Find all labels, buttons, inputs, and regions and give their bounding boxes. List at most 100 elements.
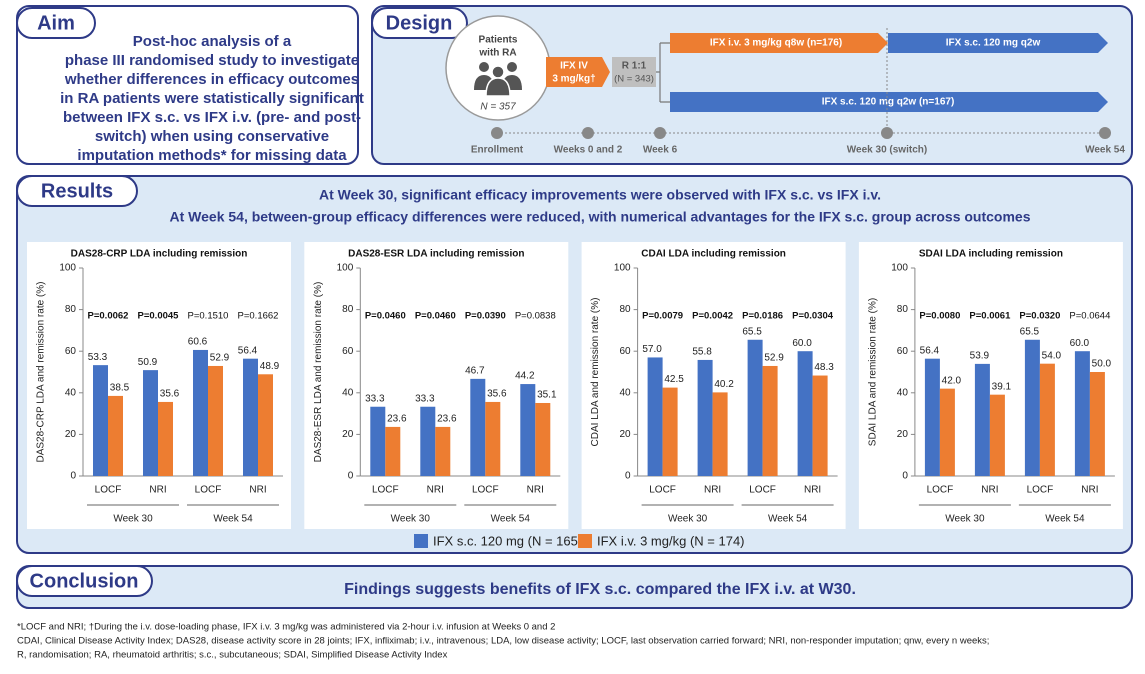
y-tick-label: 40 — [619, 387, 631, 398]
y-tick-label: 100 — [59, 263, 76, 274]
timeline-label: Weeks 0 and 2 — [554, 145, 623, 156]
charts: DAS28-CRP LDA including remission DAS28-C… — [27, 242, 1123, 529]
p-value: P=0.0460 — [365, 311, 406, 322]
bar — [93, 365, 108, 476]
p-value: P=0.0304 — [792, 311, 834, 322]
y-axis-label: CDAI LDA and remission rate (%) — [590, 298, 601, 447]
results-summary: At Week 30, significant efficacy improve… — [319, 187, 881, 203]
y-tick-label: 20 — [65, 429, 77, 440]
value-label: 54.0 — [1042, 350, 1062, 361]
value-label: 38.5 — [110, 383, 130, 394]
p-value: P=0.0644 — [1069, 311, 1110, 322]
timeline-points: Enrollment Weeks 0 and 2 Week 6 Week 30 (sw… — [471, 127, 1125, 156]
group-label: Week 54 — [213, 514, 253, 525]
x-tick-label: LOCF — [372, 485, 399, 496]
p-value: P=0.0061 — [969, 311, 1011, 322]
arm-label: IFX s.c. 120 mg q2w — [946, 38, 1041, 49]
y-tick-label: 20 — [897, 429, 909, 440]
legend-label: IFX i.v. 3 mg/kg (N = 174) — [597, 533, 745, 548]
value-label: 23.6 — [387, 414, 407, 425]
patients-label: with RA — [478, 48, 516, 59]
y-axis-label: DAS28-CRP LDA and remission rate (%) — [36, 282, 47, 463]
patients-n: N = 357 — [480, 102, 516, 113]
group-label: Week 30 — [113, 514, 153, 525]
value-label: 52.9 — [764, 353, 784, 364]
y-tick-label: 0 — [70, 471, 76, 482]
x-tick-label: NRI — [427, 485, 444, 496]
p-value: P=0.0079 — [642, 311, 683, 322]
value-label: 50.9 — [138, 357, 158, 368]
p-value: P=0.0042 — [692, 311, 733, 322]
bar — [108, 395, 123, 476]
timeline-dot — [654, 127, 666, 139]
value-label: 39.1 — [992, 381, 1012, 392]
bar — [1089, 372, 1105, 476]
legend-swatch — [414, 534, 428, 548]
value-label: 60.0 — [792, 338, 812, 349]
value-label: 42.0 — [942, 375, 962, 386]
bar — [143, 370, 158, 476]
x-tick-label: NRI — [704, 485, 721, 496]
bar — [662, 387, 678, 476]
timeline-dot — [582, 127, 594, 139]
bar — [1024, 339, 1040, 476]
legend-swatch — [578, 534, 592, 548]
conclusion-heading: Conclusion — [30, 570, 139, 592]
value-label: 52.9 — [210, 353, 230, 364]
x-tick-label: NRI — [249, 485, 266, 496]
y-tick-label: 20 — [342, 429, 354, 440]
bar — [385, 426, 401, 476]
y-tick-label: 0 — [625, 471, 631, 482]
x-tick-label: LOCF — [749, 485, 776, 496]
aim-tab — [16, 7, 96, 39]
x-tick-label: NRI — [1081, 485, 1098, 496]
randomisation-label: R 1:1 — [622, 61, 647, 72]
value-label: 65.5 — [742, 326, 762, 337]
people-icon — [474, 62, 522, 97]
p-value: P=0.0045 — [138, 311, 180, 322]
y-axis-label: DAS28-ESR LDA and remission rate (%) — [313, 282, 324, 463]
x-tick-label: LOCF — [649, 485, 676, 496]
chart-title: SDAI LDA including remission — [919, 249, 1063, 260]
bar — [520, 384, 536, 476]
aim-line: in RA patients were statistically signif… — [60, 90, 364, 107]
induction-label: IFX IV — [560, 61, 588, 72]
bar — [712, 392, 728, 476]
y-tick-label: 40 — [897, 387, 909, 398]
value-label: 35.6 — [160, 389, 180, 400]
x-tick-label: LOCF — [472, 485, 499, 496]
y-tick-label: 60 — [619, 346, 631, 357]
y-tick-label: 80 — [897, 304, 909, 315]
value-label: 56.4 — [238, 345, 258, 356]
results-heading: Results — [41, 180, 113, 202]
value-label: 44.2 — [515, 371, 535, 382]
bar — [697, 359, 713, 476]
chart-title: DAS28-CRP LDA including remission — [71, 249, 248, 260]
bar — [470, 378, 486, 476]
group-label: Week 30 — [391, 514, 431, 525]
value-label: 55.8 — [692, 347, 712, 358]
x-tick-label: LOCF — [195, 485, 222, 496]
value-label: 46.7 — [465, 366, 485, 377]
group-label: Week 30 — [668, 514, 708, 525]
group-label: Week 54 — [1045, 514, 1085, 525]
aim-line: phase III randomised study to investigat… — [65, 52, 359, 69]
arm-label: IFX s.c. 120 mg q2w (n=167) — [822, 97, 955, 108]
value-label: 23.6 — [437, 414, 457, 425]
y-tick-label: 80 — [65, 304, 77, 315]
conclusion-tab — [16, 565, 153, 597]
group-label: Week 54 — [491, 514, 531, 525]
footnote: *LOCF and NRI; †During the i.v. dose-loa… — [17, 622, 555, 633]
value-label: 48.3 — [814, 362, 834, 373]
aim-line: between IFX s.c. vs IFX i.v. (pre- and p… — [63, 109, 361, 126]
aim-line: Post-hoc analysis of a — [133, 33, 292, 50]
bar — [989, 394, 1005, 476]
y-tick-label: 100 — [891, 263, 908, 274]
value-label: 40.2 — [714, 379, 734, 390]
y-tick-label: 100 — [337, 263, 354, 274]
y-tick-label: 80 — [342, 304, 354, 315]
aim-box — [16, 5, 359, 165]
y-axis-label: SDAI LDA and remission rate (%) — [868, 298, 879, 446]
p-value: P=0.0838 — [515, 311, 556, 322]
